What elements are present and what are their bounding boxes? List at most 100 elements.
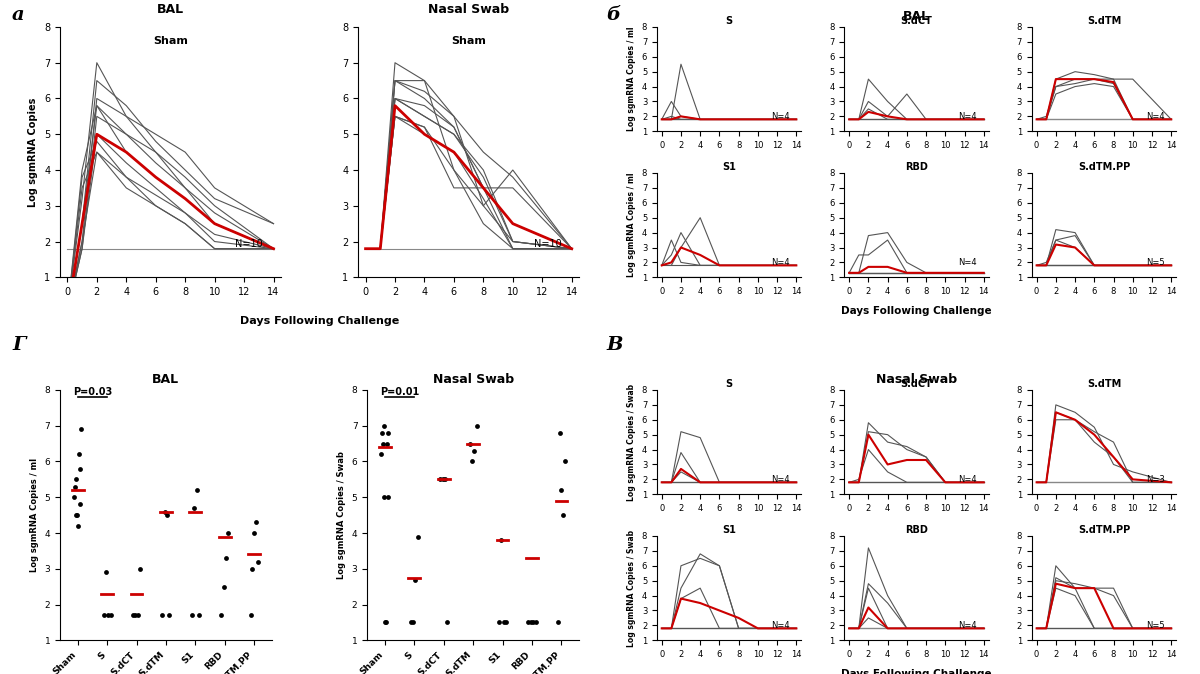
Text: N=5: N=5 (1146, 257, 1164, 267)
Point (187, 485, 206, 495)
Point (216, 553, 235, 563)
Point (128, 610, 148, 621)
Point (492, 534, 511, 545)
Title: S.dCT: S.dCT (900, 379, 932, 389)
Title: S.dTM.PP: S.dTM.PP (1078, 525, 1130, 535)
Text: Days Following Challenge: Days Following Challenge (841, 307, 991, 316)
Point (377, 438, 396, 449)
Point (401, 617, 420, 627)
Point (490, 617, 509, 627)
Text: В: В (606, 336, 623, 355)
Point (70, 449, 89, 460)
Point (160, 610, 179, 621)
Point (406, 574, 425, 585)
Text: Days Following Challenge: Days Following Challenge (841, 669, 991, 674)
Point (131, 563, 150, 574)
Point (67, 510, 86, 520)
Point (433, 474, 452, 485)
Text: N=4: N=4 (770, 621, 790, 630)
Text: Days Following Challenge: Days Following Challenge (240, 317, 400, 326)
Point (494, 617, 514, 627)
Title: BAL: BAL (152, 373, 180, 386)
Point (377, 617, 396, 627)
Y-axis label: Log sgmRNA Copies / Swab: Log sgmRNA Copies / Swab (337, 451, 346, 579)
Point (460, 438, 479, 449)
Title: S1: S1 (722, 525, 736, 535)
Point (124, 610, 143, 621)
Text: P=0.03: P=0.03 (73, 388, 112, 397)
Point (552, 485, 571, 495)
Point (66, 474, 85, 485)
Title: RBD: RBD (905, 525, 928, 535)
Y-axis label: Log sgmRNA Copies / Swab: Log sgmRNA Copies / Swab (628, 384, 636, 501)
Point (372, 449, 391, 460)
Point (379, 427, 398, 438)
Title: S.dTM.PP: S.dTM.PP (1078, 162, 1130, 173)
Point (408, 531, 427, 542)
Point (245, 528, 264, 539)
Point (436, 474, 455, 485)
Point (518, 617, 538, 627)
Point (185, 503, 204, 514)
Point (67, 510, 86, 520)
Point (248, 556, 268, 567)
Point (94, 610, 113, 621)
Title: Nasal Swab: Nasal Swab (428, 3, 509, 16)
Point (152, 610, 172, 621)
Text: N=4: N=4 (959, 474, 977, 484)
Text: N=4: N=4 (959, 112, 977, 121)
Point (526, 617, 545, 627)
Point (376, 617, 395, 627)
Y-axis label: Log sgmRNA Copies / ml: Log sgmRNA Copies / ml (628, 27, 636, 131)
Point (70, 499, 89, 510)
Y-axis label: Log sgmRNA Copies / ml: Log sgmRNA Copies / ml (628, 173, 636, 278)
Text: N=10: N=10 (534, 239, 562, 249)
Title: S: S (726, 379, 732, 389)
Point (242, 563, 262, 574)
Title: Nasal Swab: Nasal Swab (432, 373, 514, 386)
Y-axis label: Log sgmRNA Copies / ml: Log sgmRNA Copies / ml (30, 458, 38, 572)
Point (218, 528, 238, 539)
Point (98, 610, 118, 621)
Title: S.dTM: S.dTM (1087, 379, 1121, 389)
Text: б: б (606, 6, 620, 24)
Point (523, 617, 542, 627)
Point (71, 463, 90, 474)
Text: N=4: N=4 (959, 621, 977, 630)
Point (241, 610, 260, 621)
Point (374, 421, 394, 431)
Point (246, 517, 265, 528)
Point (65, 481, 84, 492)
Text: Sham: Sham (154, 36, 188, 47)
Point (553, 510, 572, 520)
Title: S1: S1 (722, 162, 736, 173)
Point (68, 520, 88, 531)
Point (211, 610, 230, 621)
Point (155, 506, 174, 517)
Text: а: а (12, 6, 25, 24)
Y-axis label: Log sgmRNA Copies / Swab: Log sgmRNA Copies / Swab (628, 530, 636, 647)
Text: P=0.01: P=0.01 (380, 388, 419, 397)
Point (65, 492, 84, 503)
Text: N=4: N=4 (770, 474, 790, 484)
Point (438, 617, 457, 627)
Text: N=3: N=3 (1146, 474, 1164, 484)
Text: N=4: N=4 (770, 257, 790, 267)
Title: RBD: RBD (905, 162, 928, 173)
Title: S: S (726, 16, 732, 26)
Title: S.dCT: S.dCT (900, 16, 932, 26)
Point (378, 492, 397, 503)
Text: N=4: N=4 (1146, 112, 1164, 121)
Text: N=4: N=4 (959, 257, 977, 267)
Point (373, 438, 392, 449)
Text: BAL: BAL (902, 10, 930, 23)
Point (462, 456, 481, 467)
Text: Sham: Sham (451, 36, 486, 47)
Point (556, 456, 575, 467)
Text: Nasal Swab: Nasal Swab (876, 373, 958, 386)
Point (464, 446, 484, 456)
Point (548, 617, 568, 627)
Point (550, 427, 569, 438)
Text: N=10: N=10 (235, 239, 263, 249)
Y-axis label: Log sgmRNA Copies: Log sgmRNA Copies (29, 98, 38, 207)
